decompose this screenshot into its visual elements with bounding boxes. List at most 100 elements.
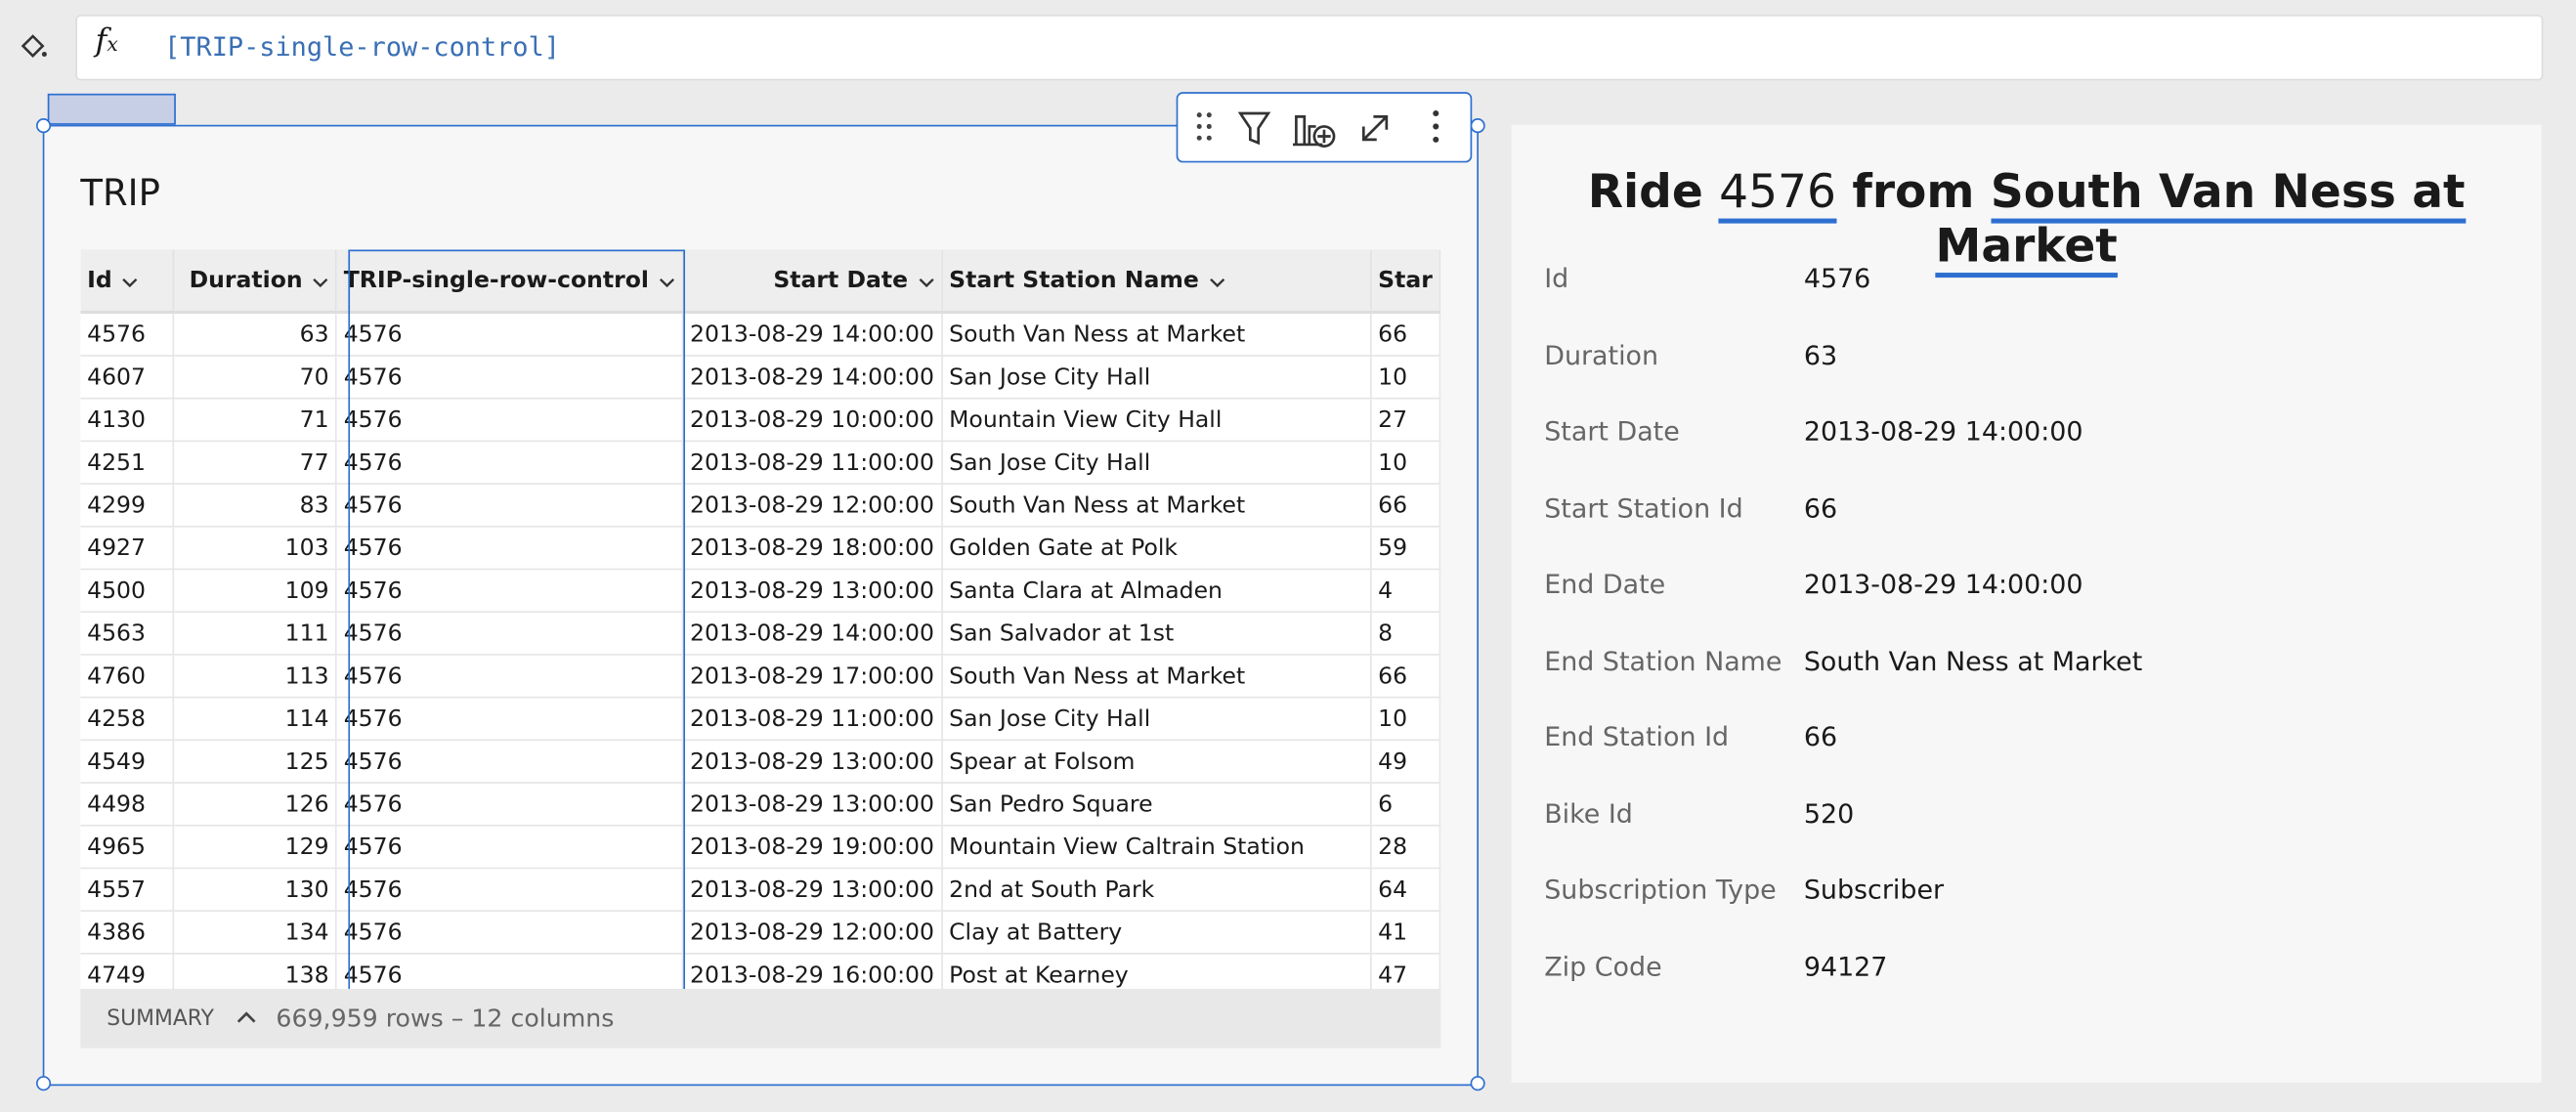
formula-bar[interactable] [75,15,2544,81]
table-row[interactable]: 4760 113 4576 2013-08-29 17:00:00 South Van … [80,654,1441,699]
table-cell: 4576 [336,868,684,913]
table-row[interactable]: 4251 77 4576 2013-08-29 11:00:00 San Jose Ci… [80,441,1441,485]
formula-expression[interactable]: [TRIP-single-row-control] [164,30,560,63]
field-value: Subscriber [1803,874,1945,906]
table-cell: 130 [172,868,337,913]
table-cell: 4 [1370,569,1441,614]
add-chart-icon[interactable] [1293,115,1336,148]
table-cell: 4749 [80,953,174,990]
field-label: Bike Id [1544,797,1633,830]
table-row[interactable]: 4576 63 4576 2013-08-29 14:00:00 South Van N… [80,312,1441,357]
field-value: 66 [1803,492,1838,524]
table-cell: 109 [172,569,337,614]
field-value: 63 [1803,339,1838,371]
table-cell: 2013-08-29 10:00:00 [682,398,943,443]
resize-handle[interactable] [35,118,52,134]
column-menu-caret[interactable] [1209,271,1225,292]
expand-icon[interactable] [1361,115,1389,142]
table-cell: 4576 [336,825,684,870]
table-cell: 4251 [80,441,174,485]
table-row[interactable]: 4927 103 4576 2013-08-29 18:00:00 Golden Gat… [80,526,1441,571]
table-row[interactable]: 4498 126 4576 2013-08-29 13:00:00 San Pedro … [80,783,1441,827]
table-cell: 4576 [336,697,684,742]
column-header[interactable]: Duration [172,249,337,315]
table-cell: 4549 [80,740,174,784]
table-cell: 2013-08-29 14:00:00 [682,355,943,400]
title-part: South Van Ness at Market [1935,164,2466,278]
resize-handle[interactable] [1470,118,1485,134]
table-cell: 4557 [80,868,174,913]
table-cell: 47 [1370,953,1441,990]
table-cell: 4607 [80,355,174,400]
column-menu-caret[interactable] [918,271,934,292]
table-cell: 59 [1370,526,1441,571]
column-name: Start Station Name [949,267,1199,294]
table-cell: Post at Kearney [941,953,1372,990]
column-header[interactable]: Start Station Name [941,249,1372,315]
field-value: 520 [1803,797,1855,830]
element-tab[interactable] [47,93,176,125]
column-header[interactable]: Start Date [682,249,943,315]
field-label: Start Date [1544,415,1680,448]
table-cell: 125 [172,740,337,784]
table-row[interactable]: 4965 129 4576 2013-08-29 19:00:00 Mountain V… [80,825,1441,870]
more-icon[interactable] [1433,109,1439,143]
drag-handle[interactable] [1196,112,1212,141]
fx-icon: fx [95,22,118,60]
table-row[interactable]: 4749 138 4576 2013-08-29 16:00:00 Post at Ke… [80,953,1441,990]
chevron-up[interactable] [235,1007,258,1027]
table-cell: 4760 [80,654,174,699]
table-cell: 2nd at South Park [941,868,1372,913]
summary-label[interactable]: SUMMARY [107,1006,214,1032]
table-cell: 2013-08-29 19:00:00 [682,825,943,870]
table-row[interactable]: 4299 83 4576 2013-08-29 12:00:00 South Van N… [80,484,1441,528]
table-cell: 41 [1370,911,1441,955]
table-body: 4576 63 4576 2013-08-29 14:00:00 South Van N… [80,312,1441,990]
table-cell: 2013-08-29 13:00:00 [682,740,943,784]
resize-handle[interactable] [35,1076,52,1091]
column-header[interactable]: Star [1370,249,1441,315]
table-row[interactable]: 4549 125 4576 2013-08-29 13:00:00 Spear at F… [80,740,1441,784]
column-menu-caret[interactable] [313,271,329,292]
table-row[interactable]: 4386 134 4576 2013-08-29 12:00:00 Clay at Ba… [80,911,1441,955]
column-menu-caret[interactable] [122,271,139,292]
table-cell: 2013-08-29 11:00:00 [682,441,943,485]
table-cell: 66 [1370,484,1441,528]
table-cell: 4576 [336,740,684,784]
table-cell: 2013-08-29 14:00:00 [682,312,943,357]
table-cell: 4576 [336,312,684,357]
table-cell: 66 [1370,654,1441,699]
table-row[interactable]: 4557 130 4576 2013-08-29 13:00:00 2nd at Sou… [80,868,1441,913]
table-cell: 126 [172,783,337,827]
summary-text: 669,959 rows – 12 columns [276,1004,615,1034]
table-cell: 28 [1370,825,1441,870]
table-cell: 4965 [80,825,174,870]
table-cell: 4576 [80,312,174,357]
table-cell: 4576 [336,355,684,400]
field-label: Id [1544,262,1569,294]
column-header[interactable]: TRIP-single-row-control [336,249,684,315]
table-cell: 4576 [336,484,684,528]
table-cell: Mountain View Caltrain Station [941,825,1372,870]
table-row[interactable]: 4258 114 4576 2013-08-29 11:00:00 San Jose C… [80,697,1441,742]
table-row[interactable]: 4563 111 4576 2013-08-29 14:00:00 San Salvad… [80,612,1441,656]
table-row[interactable]: 4607 70 4576 2013-08-29 14:00:00 San Jose Ci… [80,355,1441,400]
summary-bar[interactable]: SUMMARY 669,959 rows – 12 columns [80,989,1441,1048]
table-row[interactable]: 4130 71 4576 2013-08-29 10:00:00 Mountain Vi… [80,398,1441,443]
table-cell: 66 [1370,312,1441,357]
resize-handle[interactable] [1470,1076,1485,1091]
element-toolbar [1176,92,1473,163]
column-menu-caret[interactable] [659,271,675,292]
filter-icon[interactable] [1237,111,1271,146]
table-cell: 2013-08-29 16:00:00 [682,953,943,990]
table-cell: 4576 [336,953,684,990]
column-header[interactable]: Id [80,249,174,315]
title-part: from [1852,164,1975,219]
table-cell: San Salvador at 1st [941,612,1372,656]
detail-title: Ride 4576 from South Van Ness at Market [1512,164,2542,278]
field-value: 2013-08-29 14:00:00 [1803,568,2083,600]
table-cell: Santa Clara at Almaden [941,569,1372,614]
table-cell: 4576 [336,654,684,699]
table-row[interactable]: 4500 109 4576 2013-08-29 13:00:00 Santa Clar… [80,569,1441,614]
